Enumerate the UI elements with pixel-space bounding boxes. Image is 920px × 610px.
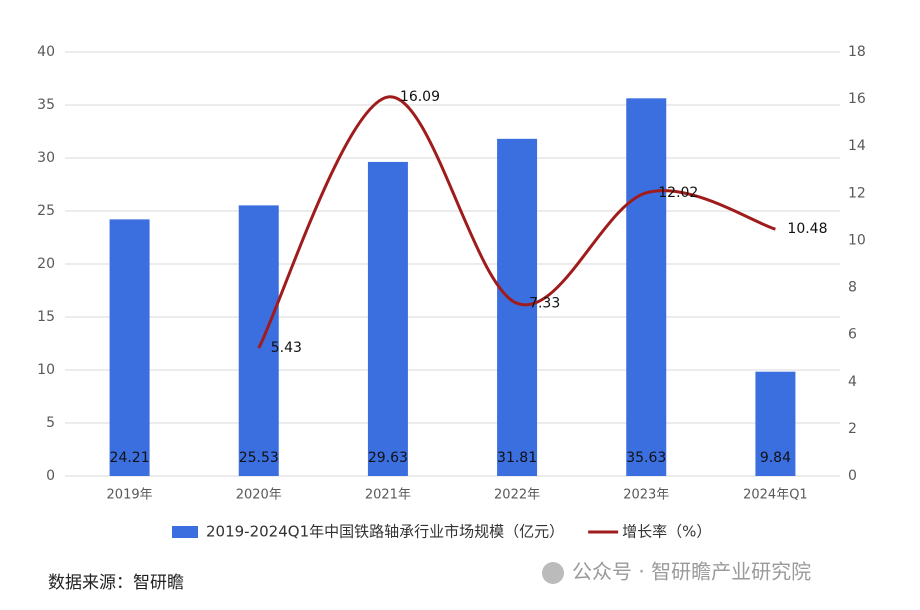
line-value-label: 10.48: [787, 221, 827, 237]
x-tick-label: 2021年: [365, 488, 411, 503]
bar: [497, 138, 538, 476]
source: 数据来源：智研瞻: [48, 573, 184, 593]
y-tick-label: 35: [37, 97, 55, 113]
x-tick-label: 2024年Q1: [743, 488, 808, 503]
line-value-label: 16.09: [400, 89, 440, 105]
x-tick-label: 2019年: [107, 488, 153, 503]
y-tick-label: 10: [37, 362, 55, 378]
y2-tick-label: 4: [848, 374, 857, 390]
y2-tick-label: 18: [848, 44, 866, 60]
x-tick-label: 2020年: [236, 488, 282, 503]
y2-tick-label: 6: [848, 327, 857, 343]
bar: [367, 161, 408, 476]
legend-label: 2019-2024Q1年中国铁路轴承行业市场规模（亿元）: [206, 523, 564, 541]
bar-value-label: 35.63: [626, 450, 666, 466]
x-tick-label: 2022年: [494, 488, 540, 503]
y2-tick-label: 10: [848, 232, 866, 248]
bar-value-label: 31.81: [497, 450, 537, 466]
legend-swatch: [172, 526, 198, 538]
y-tick-label: 20: [37, 256, 55, 272]
bar-value-label: 29.63: [368, 450, 408, 466]
y-tick-label: 0: [46, 468, 55, 484]
y-tick-label: 5: [46, 415, 55, 431]
y2-tick-label: 8: [848, 280, 857, 296]
y2-tick-label: 14: [848, 138, 866, 154]
bar: [109, 219, 150, 476]
y2-tick-label: 16: [848, 91, 866, 107]
line-value-label: 5.43: [271, 340, 302, 356]
bar-value-label: 25.53: [239, 450, 279, 466]
bar: [755, 371, 796, 476]
bar: [626, 98, 667, 477]
line: [257, 95, 776, 349]
y2-tick-label: 12: [848, 185, 866, 201]
watermark-icon: [542, 562, 564, 584]
y2-tick-label: 2: [848, 421, 857, 437]
bar: [238, 205, 279, 476]
bar-value-label: 24.21: [110, 450, 150, 466]
watermark: 公众号 · 智研瞻产业研究院: [572, 560, 811, 584]
y-tick-label: 40: [37, 44, 55, 60]
legend-label: 增长率（%）: [622, 523, 711, 541]
y-tick-label: 15: [37, 309, 55, 325]
y2-tick-label: 0: [848, 468, 857, 484]
line-value-label: 7.33: [529, 295, 560, 311]
y-tick-label: 30: [37, 150, 55, 166]
y-tick-label: 25: [37, 203, 55, 219]
line-value-label: 12.02: [658, 185, 698, 201]
bar-value-label: 9.84: [760, 450, 791, 466]
x-tick-label: 2023年: [623, 488, 669, 503]
